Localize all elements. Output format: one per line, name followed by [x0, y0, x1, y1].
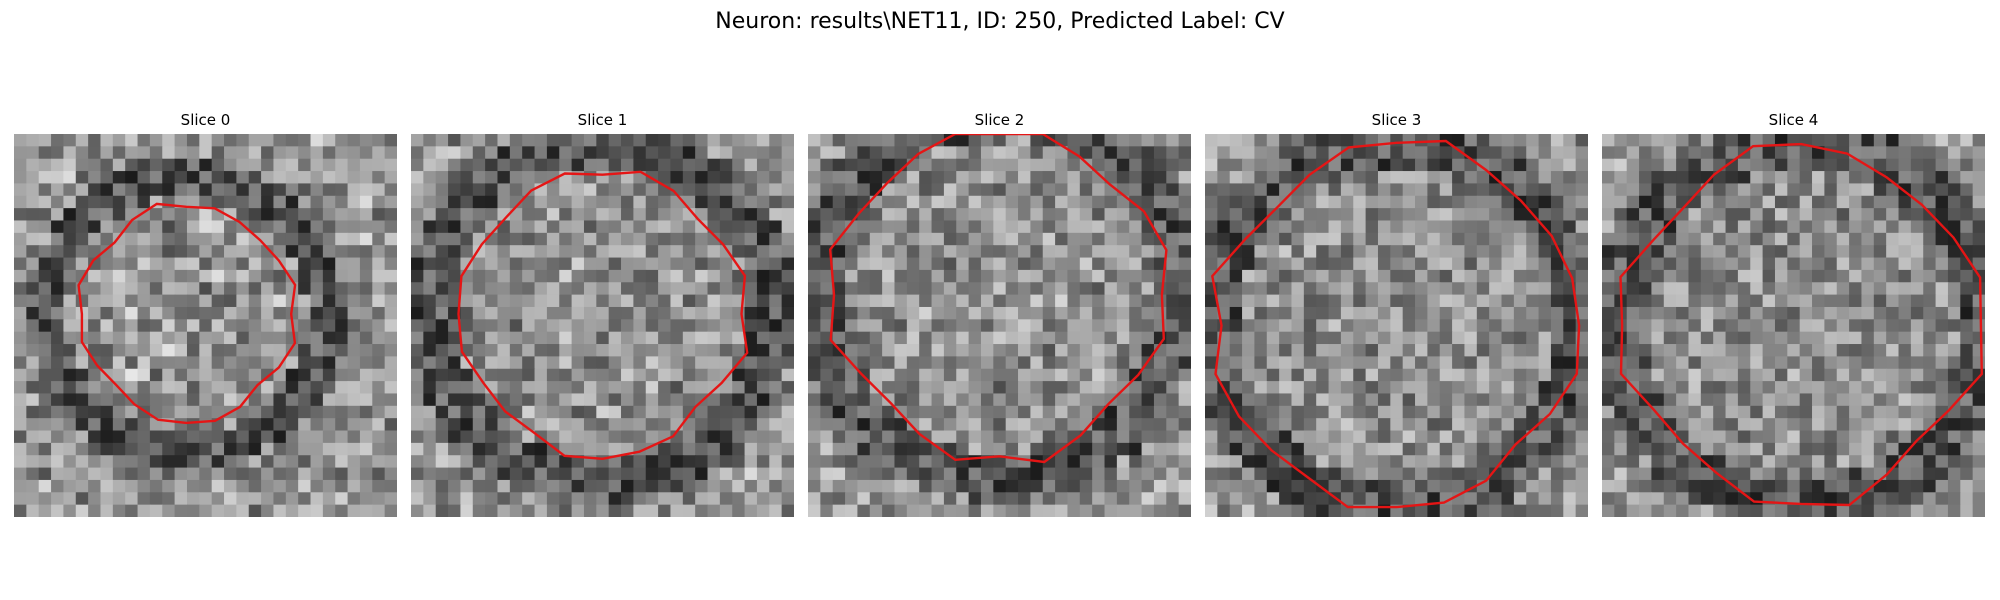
pixel-grid — [411, 134, 794, 517]
slice-title-3: Slice 3 — [1371, 111, 1422, 129]
slice-title-4: Slice 4 — [1768, 111, 1819, 129]
pixel-grid — [1205, 134, 1588, 517]
pixel-grid — [14, 134, 397, 517]
contour-outline — [1211, 139, 1581, 509]
contour-outline — [457, 170, 749, 461]
contour-outline — [77, 202, 297, 425]
slice-title-0: Slice 0 — [180, 111, 231, 129]
slice-image-1 — [411, 134, 794, 517]
slice-image-4 — [1602, 134, 1985, 517]
contour-outline — [1619, 142, 1984, 507]
pixel-grid — [808, 134, 1191, 517]
slice-title-2: Slice 2 — [974, 111, 1025, 129]
pixel-grid — [1602, 134, 1985, 517]
contour-outline — [828, 134, 1168, 464]
slice-image-2 — [808, 134, 1191, 517]
slice-image-3 — [1205, 134, 1588, 517]
slice-image-0 — [14, 134, 397, 517]
figure-title: Neuron: results\NET11, ID: 250, Predicte… — [715, 9, 1285, 34]
slice-title-1: Slice 1 — [577, 111, 628, 129]
